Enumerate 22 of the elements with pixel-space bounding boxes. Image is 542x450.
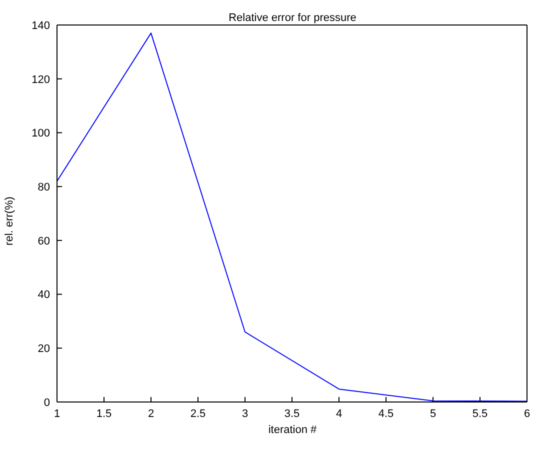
- x-tick-label: 5.5: [472, 408, 488, 420]
- chart-title: Relative error for pressure: [228, 12, 358, 24]
- x-tick-label: 4: [336, 408, 342, 420]
- y-tick-label: 80: [38, 181, 50, 194]
- x-tick-label: 5: [430, 408, 436, 420]
- x-axis-title: iteration #: [267, 424, 318, 436]
- x-tick-label: 6: [524, 408, 530, 420]
- y-tick-label: 20: [38, 343, 50, 356]
- y-tick-label: 0: [44, 396, 50, 409]
- x-tick-label: 3: [242, 408, 248, 420]
- y-tick-label: 120: [32, 74, 50, 86]
- y-tick-label: 40: [38, 289, 50, 302]
- x-tick-label: 2.5: [190, 408, 206, 420]
- x-tick-label: 4.5: [378, 408, 394, 420]
- y-tick-label: 100: [32, 128, 50, 140]
- x-tick-label: 1.5: [96, 408, 112, 420]
- y-axis-title: rel. err(%): [3, 196, 16, 246]
- x-tick-label: 1: [54, 408, 60, 420]
- x-tick-label: 3.5: [284, 408, 300, 420]
- y-tick-label: 60: [38, 235, 50, 248]
- x-tick-label: 2: [148, 408, 154, 420]
- y-tick-label: 140: [32, 20, 50, 32]
